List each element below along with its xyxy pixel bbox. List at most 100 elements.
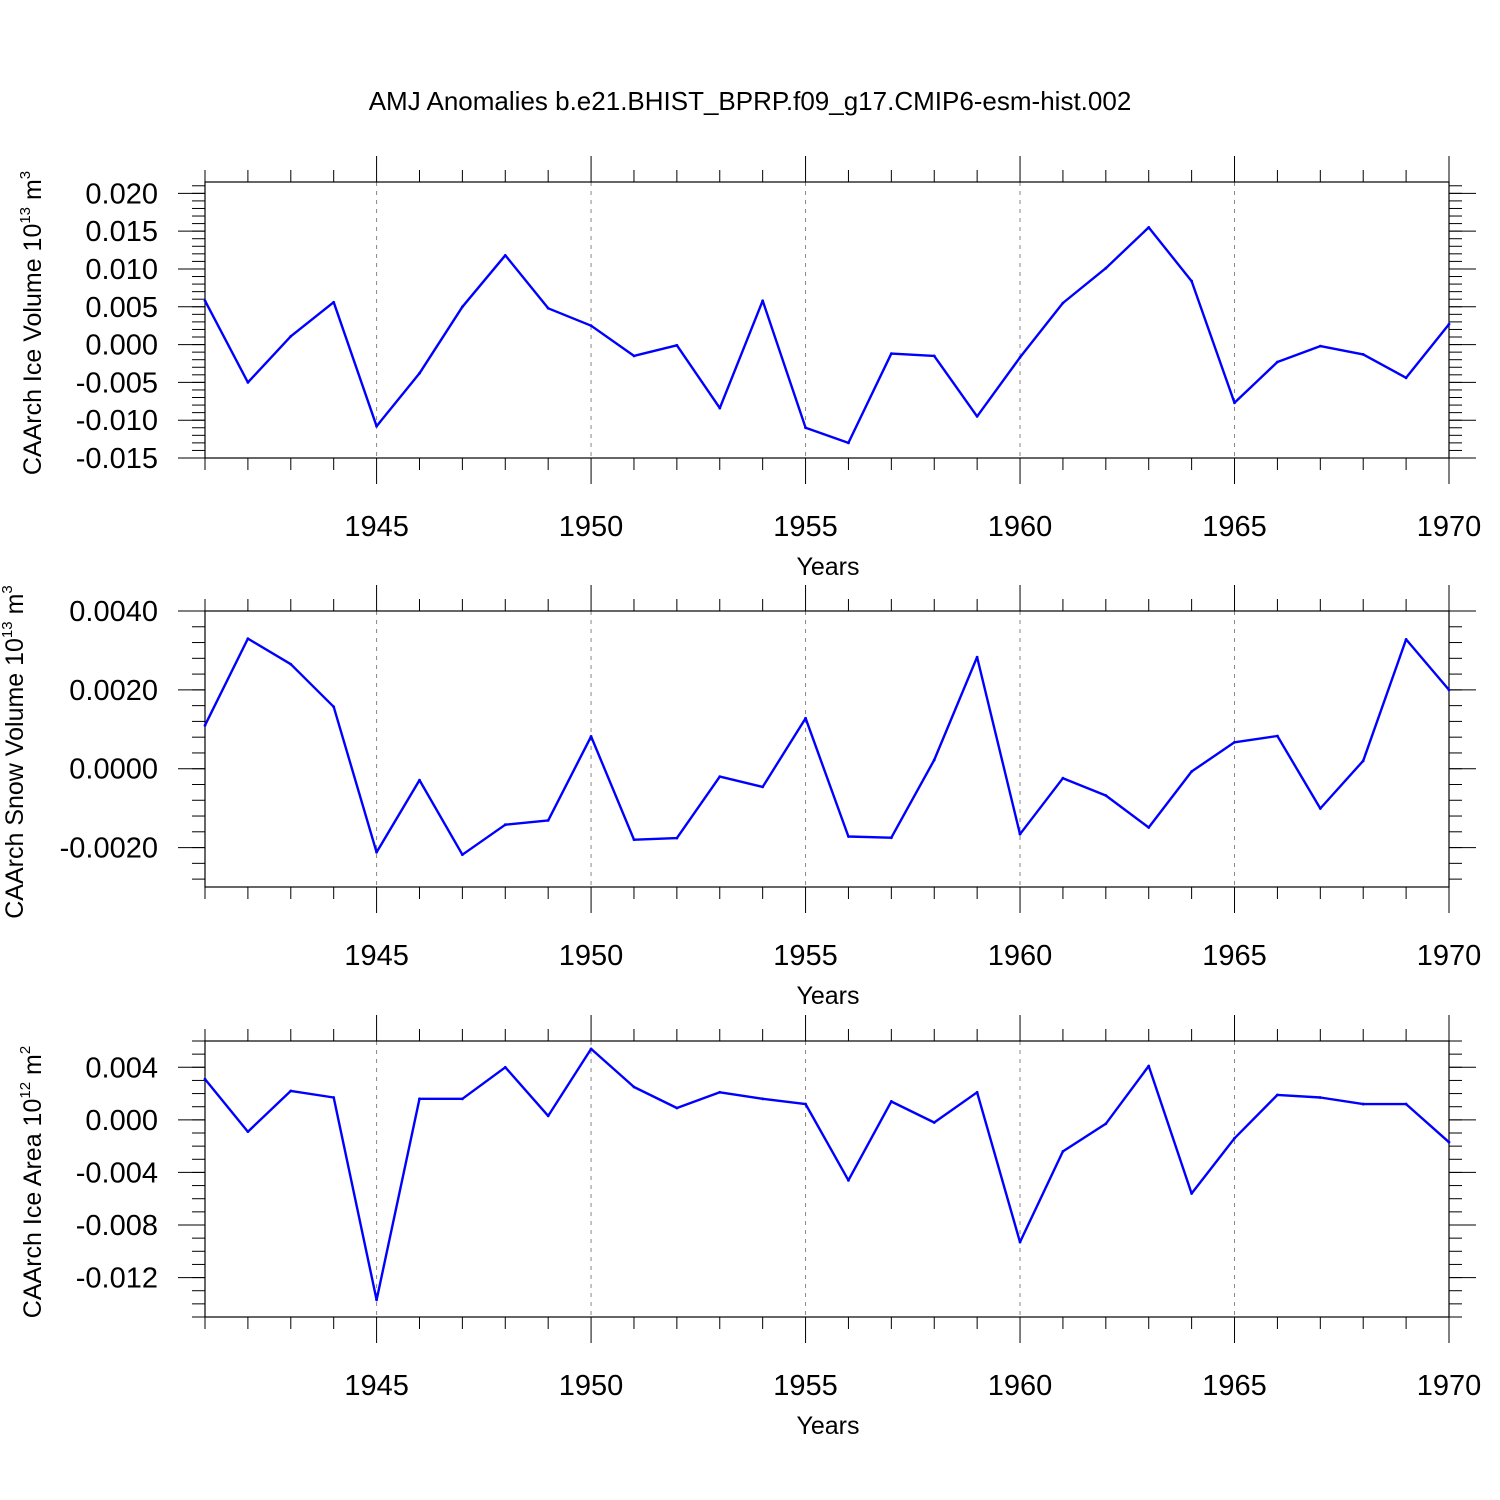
x-tick-label: 1950 <box>559 511 624 543</box>
y-tick-label: 0.005 <box>85 292 158 324</box>
data-point <box>1276 734 1279 738</box>
data-point <box>1447 688 1451 692</box>
data-point <box>503 823 507 827</box>
y-tick-label: -0.015 <box>76 443 158 475</box>
data-point <box>1361 353 1365 356</box>
y-axis-label-superscript: 13 <box>0 621 16 638</box>
y-tick-label: 0.000 <box>85 330 158 362</box>
data-point <box>1361 759 1365 763</box>
data-point <box>632 1085 636 1089</box>
y-axis-label-superscript: 2 <box>17 1046 34 1054</box>
figure-title: AMJ Anomalies b.e21.BHIST_BPRP.f09_g17.C… <box>369 86 1132 116</box>
y-axis-label-text: CAArch Ice Area 10 <box>19 1099 47 1319</box>
y-axis-label: CAArch Ice Area 1012 m2 <box>17 1046 47 1318</box>
data-point <box>675 343 679 347</box>
data-point <box>1147 826 1151 829</box>
y-tick-label: -0.008 <box>76 1210 158 1242</box>
data-point <box>1190 1192 1194 1195</box>
plot-frame <box>204 1040 1450 1318</box>
data-point <box>1018 1240 1022 1244</box>
series-line <box>203 226 1450 445</box>
x-tick-label: 1960 <box>988 511 1053 543</box>
data-point <box>932 758 936 762</box>
x-tick-label: 1970 <box>1417 940 1482 972</box>
data-point <box>546 818 550 822</box>
data-point <box>1233 1136 1236 1140</box>
y-tick-label: -0.004 <box>76 1157 158 1189</box>
x-tick-label: 1970 <box>1417 511 1482 543</box>
y-tick-label: 0.015 <box>85 216 158 248</box>
y-axis-label-text: m <box>19 179 47 207</box>
x-tick-label: 1960 <box>988 1370 1053 1402</box>
data-point <box>289 1089 293 1093</box>
data-point <box>847 835 850 838</box>
data-point <box>203 299 207 303</box>
data-point <box>632 838 636 842</box>
data-point <box>546 1114 550 1118</box>
x-tick-label: 1970 <box>1417 1370 1482 1402</box>
y-axis-label-text: m <box>1 594 29 622</box>
data-point <box>289 334 293 338</box>
y-tick-label: 0.004 <box>85 1052 158 1084</box>
data-point <box>1061 301 1065 305</box>
data-point <box>1104 266 1108 270</box>
data-point <box>889 1100 893 1103</box>
data-point <box>503 1065 507 1069</box>
y-axis-label-superscript: 12 <box>17 1082 34 1099</box>
data-point <box>1018 356 1022 359</box>
data-point <box>546 306 550 310</box>
data-point <box>418 1097 421 1101</box>
data-point <box>203 723 207 727</box>
data-point <box>932 1121 936 1124</box>
data-point <box>332 300 336 304</box>
data-point <box>1190 279 1194 283</box>
x-tick-label: 1945 <box>344 1370 409 1402</box>
data-point <box>246 1130 250 1134</box>
data-point <box>718 1090 722 1094</box>
data-point <box>1061 776 1065 780</box>
y-axis-label-superscript: 3 <box>17 171 34 179</box>
data-point <box>1318 1096 1322 1099</box>
data-point <box>1190 770 1194 773</box>
y-tick-label: 0.0020 <box>69 675 158 707</box>
data-point <box>1147 225 1151 229</box>
data-point <box>847 441 850 445</box>
data-point <box>460 305 464 309</box>
panel-2: 1945 1950 1955 1960 1965 1970 -0.0020 0.0000 0.0… <box>0 585 1481 1010</box>
data-point <box>761 1097 765 1101</box>
data-point <box>804 716 807 720</box>
data-point <box>804 426 807 430</box>
x-tick-label: 1960 <box>988 940 1053 972</box>
data-point <box>1061 1150 1065 1153</box>
y-tick-label: 0.010 <box>85 254 158 286</box>
plot-frame <box>204 610 1450 888</box>
data-point <box>332 705 336 709</box>
y-tick-label: -0.0020 <box>60 833 158 865</box>
data-point <box>1447 1140 1451 1144</box>
x-axis-label: Years <box>796 982 859 1010</box>
data-point <box>1318 807 1322 810</box>
x-tick-label: 1965 <box>1202 511 1267 543</box>
x-axis-label: Years <box>796 1412 859 1440</box>
x-tick-label: 1950 <box>559 940 624 972</box>
x-tick-label: 1950 <box>559 1370 624 1402</box>
y-tick-label: -0.012 <box>76 1263 158 1295</box>
x-tick-label: 1955 <box>773 511 838 543</box>
y-tick-label: 0.000 <box>85 1105 158 1137</box>
data-point <box>1447 322 1451 326</box>
data-point <box>675 836 679 840</box>
data-point <box>375 1298 378 1302</box>
data-point <box>1276 360 1279 364</box>
panel-1: 1945 1950 1955 1960 1965 1970 -0.015 -0.010 -0.0… <box>17 156 1481 581</box>
x-tick-label: 1955 <box>773 1370 838 1402</box>
data-point <box>1404 1102 1408 1106</box>
x-tick-label: 1955 <box>773 940 838 972</box>
data-point <box>246 380 250 384</box>
y-tick-label: -0.005 <box>76 367 158 399</box>
x-axis-label: Years <box>796 553 859 581</box>
data-point <box>460 1097 464 1101</box>
data-point <box>1404 376 1408 380</box>
y-tick-label: 0.020 <box>85 178 158 210</box>
data-point <box>1276 1093 1279 1097</box>
data-point <box>718 406 722 410</box>
